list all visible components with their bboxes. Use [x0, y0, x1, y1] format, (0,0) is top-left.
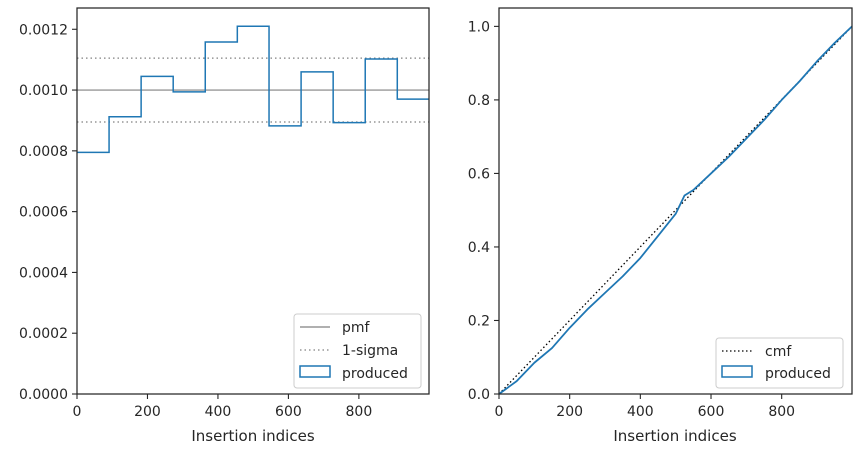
right-xtick-label: 0 [495, 404, 504, 420]
legend-sigma-label: 1-sigma [342, 343, 398, 359]
left-axes-frame [76, 7, 430, 395]
left-xtick-label: 400 [205, 404, 232, 420]
left-xtick-label: 800 [346, 404, 373, 420]
right-ytick-label: 0.8 [468, 93, 490, 109]
left-x-ticks: 0 200 400 600 800 [73, 394, 373, 420]
right-y-ticks: 0.0 0.2 0.4 0.6 0.8 1.0 [468, 19, 499, 403]
left-ytick-label: 0.0002 [19, 326, 68, 342]
right-ytick-label: 0.6 [468, 166, 490, 182]
right-xtick-label: 200 [556, 404, 583, 420]
right-legend-box [715, 337, 844, 389]
legend-pmf-label: pmf [342, 320, 371, 336]
left-x-axis-label: Insertion indices [191, 427, 314, 445]
left-xtick-label: 600 [275, 404, 302, 420]
right-xtick-label: 600 [698, 404, 725, 420]
right-ytick-label: 1.0 [468, 19, 490, 35]
right-xtick-label: 800 [768, 404, 795, 420]
left-xtick-label: 0 [73, 404, 82, 420]
right-chart-panel: 0.0 0.2 0.4 0.6 0.8 1.0 0 200 400 600 800 Inserti… [468, 7, 853, 445]
right-ytick-label: 0.4 [468, 240, 490, 256]
legend-cmf-label: cmf [765, 344, 792, 360]
legend-produced-swatch-right [721, 365, 753, 378]
left-ytick-label: 0.0008 [19, 144, 68, 160]
legend-produced-swatch [299, 365, 331, 378]
right-legend: cmf produced [715, 337, 844, 389]
left-legend: pmf 1-sigma produced [293, 313, 422, 389]
legend-produced-label: produced [342, 366, 408, 382]
produced-cumulative-line [498, 25, 853, 395]
produced-step-histogram [77, 25, 429, 154]
left-xtick-label: 200 [134, 404, 161, 420]
left-legend-box [293, 313, 422, 389]
right-x-ticks: 0 200 400 600 800 [495, 394, 795, 420]
left-chart-panel: 0.0000 0.0002 0.0004 0.0006 0.0008 0.0010 0.00… [19, 7, 430, 445]
left-ytick-label: 0.0004 [19, 265, 68, 281]
left-ytick-label: 0.0010 [19, 83, 68, 99]
left-plot-content [77, 25, 429, 154]
right-xtick-label: 400 [627, 404, 654, 420]
left-ytick-label: 0.0000 [19, 387, 68, 403]
right-x-axis-label: Insertion indices [613, 427, 736, 445]
left-ytick-label: 0.0006 [19, 205, 68, 221]
left-y-ticks: 0.0000 0.0002 0.0004 0.0006 0.0008 0.0010 0.00… [19, 22, 77, 403]
right-ytick-label: 0.0 [468, 387, 490, 403]
right-ytick-label: 0.2 [468, 313, 490, 329]
right-axes-frame [498, 7, 853, 395]
legend-produced-label-right: produced [765, 366, 831, 382]
right-plot-content [498, 25, 853, 395]
left-ytick-label: 0.0012 [19, 22, 68, 38]
